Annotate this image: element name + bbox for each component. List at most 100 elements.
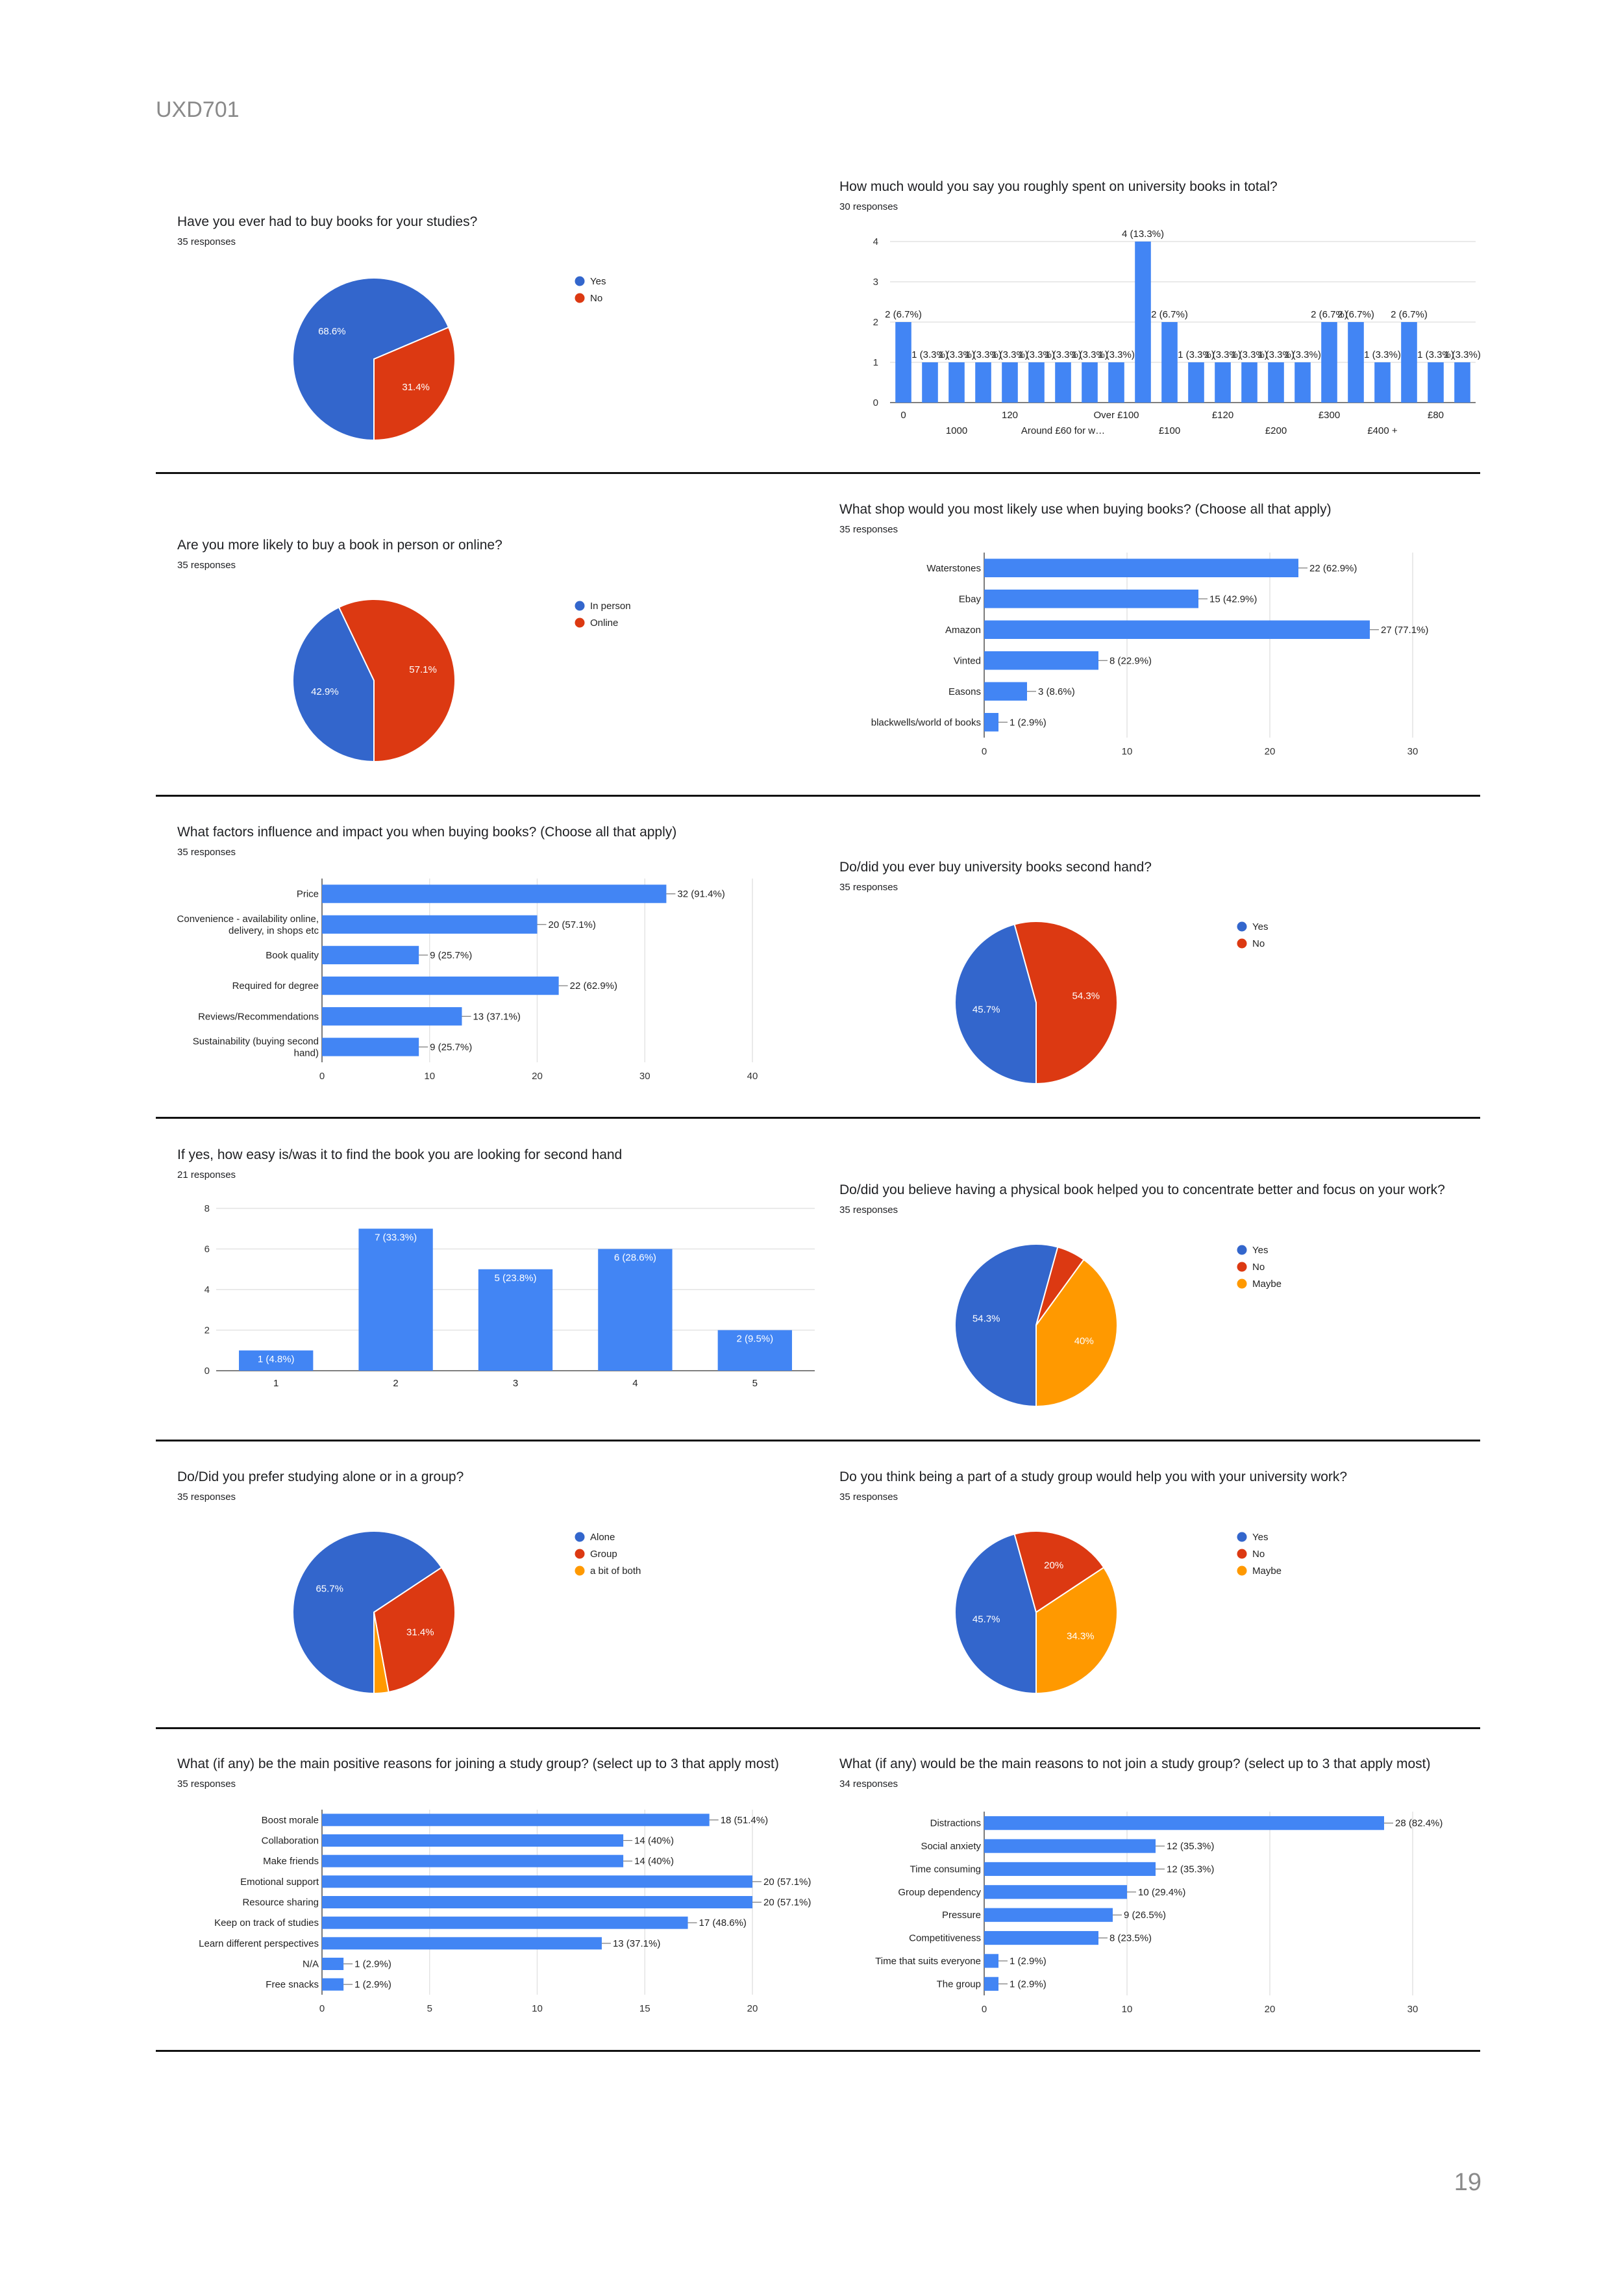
bar [1268, 362, 1284, 403]
bar [948, 362, 965, 403]
x-tick-label: 0 [982, 746, 987, 757]
category-label: Distractions [930, 1818, 981, 1829]
bar [1082, 362, 1098, 403]
legend-label: No [1252, 1262, 1265, 1273]
bar [984, 620, 1370, 639]
legend-dot [575, 601, 585, 611]
value-label: 1 (3.3%) [1204, 349, 1241, 360]
y-tick-label: 0 [873, 397, 878, 408]
legend-label: Group [590, 1549, 617, 1560]
category-label: Group dependency [898, 1887, 981, 1898]
value-label: 28 (82.4%) [1395, 1818, 1443, 1829]
value-label: 14 (40%) [634, 1856, 674, 1867]
x-tick-label: 1000 [946, 425, 967, 436]
category-label: Convenience - availability online, [177, 914, 319, 925]
bar [984, 1839, 1156, 1853]
section-divider [156, 1440, 1480, 1441]
chart-title: How much would you say you roughly spent… [839, 179, 1278, 194]
value-label: 20 (57.1%) [763, 1877, 811, 1888]
category-label: Sustainability (buying second [193, 1036, 319, 1047]
chart-panel-buy-books: Have you ever had to buy books for your … [177, 214, 794, 474]
legend-dot [1237, 1532, 1247, 1542]
legend-dot [575, 1549, 585, 1559]
chart-title: What factors influence and impact you wh… [177, 825, 677, 840]
value-label: 1 (3.3%) [991, 349, 1028, 360]
pie-chart: 68.6% 31.4% Yes No [292, 276, 606, 442]
slice-label: 68.6% [318, 326, 346, 337]
value-label: 9 (26.5%) [1124, 1910, 1166, 1921]
response-count: 34 responses [839, 1778, 898, 1790]
y-tick-label: 4 [873, 236, 878, 247]
bar [322, 1978, 344, 1991]
value-label: 20 (57.1%) [763, 1897, 811, 1908]
bar [478, 1269, 553, 1371]
value-label: 27 (77.1%) [1381, 625, 1428, 636]
response-count: 35 responses [177, 1491, 236, 1503]
value-label: 1 (3.3%) [1364, 349, 1401, 360]
legend-dot [1237, 1549, 1247, 1559]
bar [1348, 322, 1364, 403]
category-label: blackwells/world of books [871, 717, 981, 728]
slice-label: 42.9% [311, 686, 339, 697]
x-tick-label: 30 [639, 1071, 650, 1082]
x-tick-label: £120 [1212, 410, 1233, 421]
value-label: 22 (62.9%) [570, 980, 617, 992]
bar [322, 915, 538, 934]
bar [322, 1834, 624, 1847]
pie-slice [954, 1243, 1059, 1408]
category-label: Ebay [959, 593, 982, 605]
legend-dot [1237, 921, 1247, 932]
category-label: The group [937, 1978, 981, 1990]
bar [984, 1930, 1098, 1945]
bar [1188, 362, 1204, 403]
x-tick-label: 40 [747, 1071, 758, 1082]
pie-slice [373, 326, 456, 442]
value-label: 1 (3.3%) [1444, 349, 1481, 360]
pie-slice [954, 1533, 1037, 1695]
bar [1401, 322, 1417, 403]
bar-chart: 0 10 20 30 40 32 (91.4%) Price 20 (57.1%) Conven… [177, 879, 758, 1082]
bar [984, 1816, 1384, 1830]
bar [322, 1007, 462, 1026]
value-label: 5 (23.8%) [494, 1273, 536, 1284]
value-label: 1 (3.3%) [938, 349, 975, 360]
chart-title: Have you ever had to buy books for your … [177, 214, 478, 229]
legend-label: Maybe [1252, 1279, 1282, 1290]
section-divider [156, 472, 1480, 474]
value-label: 8 (23.5%) [1109, 1933, 1152, 1944]
chart-title: Are you more likely to buy a book in per… [177, 538, 502, 553]
x-tick-label: £80 [1428, 410, 1444, 421]
pie-slice [292, 606, 375, 763]
x-tick-label: £200 [1265, 425, 1287, 436]
value-label: 1 (3.3%) [1045, 349, 1082, 360]
x-tick-label: £100 [1159, 425, 1180, 436]
bar [322, 1854, 624, 1867]
bar [984, 713, 998, 732]
x-tick-label: 30 [1407, 746, 1419, 757]
bar [984, 682, 1027, 701]
category-label: Vinted [954, 655, 981, 666]
legend-label: Alone [590, 1532, 615, 1543]
category-label: Easons [948, 686, 981, 697]
x-tick-label: 120 [1002, 410, 1018, 421]
value-label: 1 (3.3%) [1231, 349, 1268, 360]
page-number: 19 [1454, 2169, 1481, 2196]
bar [1295, 362, 1311, 403]
bar-chart: 0 10 20 30 28 (82.4%) Distractions 12 (35.3%) S… [875, 1812, 1443, 2015]
value-label: 2 (9.5%) [736, 1334, 773, 1345]
legend-label: No [590, 293, 602, 304]
legend-label: Online [590, 618, 618, 629]
x-tick-label: 4 [632, 1378, 638, 1389]
pie-slice [373, 1612, 390, 1695]
x-tick-label: 20 [747, 2003, 758, 2014]
x-tick-label: 0 [900, 410, 906, 421]
legend-label: No [1252, 938, 1265, 949]
legend-label: Yes [590, 276, 606, 287]
bar [984, 1977, 998, 1991]
chart-panel-physical-book: Do/did you believe having a physical boo… [839, 1182, 1489, 1429]
bar [984, 651, 1098, 670]
bar [922, 362, 938, 403]
response-count: 35 responses [839, 1491, 898, 1503]
bar-chart: 0 2 4 6 8 1 (4.8%) 1 7 (33.3%) 2 5 (23.8%) 3 6 (28.… [204, 1203, 815, 1389]
